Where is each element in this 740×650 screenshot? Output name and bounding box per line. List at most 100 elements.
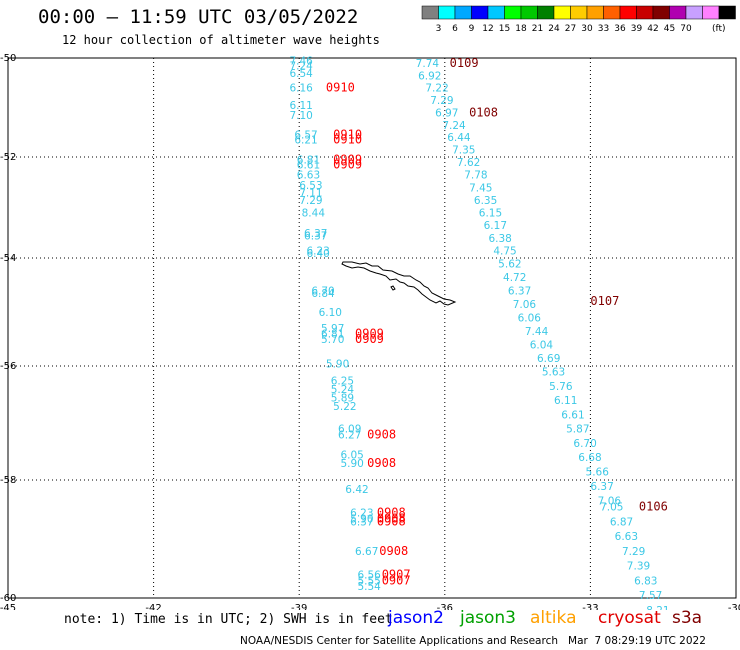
wave-height-label: 4.72 <box>503 272 526 284</box>
wave-height-label: 6.44 <box>447 132 471 144</box>
pass-time-label: 0907 <box>382 567 411 581</box>
pass-time-label: 0109 <box>450 56 479 70</box>
legend-label: 18 <box>515 24 527 34</box>
legend-label: 24 <box>548 24 560 34</box>
wave-height-label: 7.22 <box>425 83 448 95</box>
wave-height-label: 7.78 <box>464 170 487 182</box>
wave-height-label: 6.83 <box>634 575 657 587</box>
satellite-label-jason3: jason3 <box>460 608 516 628</box>
pass-time-label: 0908 <box>377 505 406 519</box>
wave-height-label: 7.44 <box>525 326 549 338</box>
legend-label: 30 <box>581 24 593 34</box>
wave-height-label: 8.44 <box>302 208 326 220</box>
wave-height-label: 7.35 <box>452 145 475 157</box>
y-tick-label: -54 <box>0 253 16 264</box>
wave-height-label: 6.68 <box>578 452 601 464</box>
pass-time-label: 0910 <box>333 128 362 142</box>
wave-height-label: 6.37 <box>508 285 531 297</box>
wave-height-label: 6.15 <box>479 208 502 220</box>
map-grid <box>7 57 737 599</box>
legend-label: 42 <box>647 24 658 34</box>
wave-height-label: 6.09 <box>338 424 361 436</box>
wave-height-label: 6.04 <box>530 339 554 351</box>
pass-time-label: 0108 <box>469 105 498 119</box>
wave-height-label: 6.92 <box>418 70 441 82</box>
wave-height-label: 6.54 <box>289 68 313 80</box>
legend-label: 9 <box>469 24 475 34</box>
wave-height-label: 7.57 <box>639 590 662 602</box>
legend-label: 70 <box>680 24 692 34</box>
wave-height-label: 4.75 <box>493 245 516 257</box>
wave-height-label: 5.54 <box>357 581 381 593</box>
legend-label: 6 <box>452 24 458 34</box>
wave-height-label: 7.11 <box>299 187 322 199</box>
wave-height-label: 5.22 <box>333 401 356 413</box>
y-tick-label: -56 <box>0 361 16 372</box>
wave-height-label: 6.63 <box>615 531 638 543</box>
wave-height-label: 7.24 <box>442 120 466 132</box>
wave-height-label: 7.06 <box>513 299 537 311</box>
wave-height-legend: 3 6 9 12 15 18 21 24 27 30 33 36 39 42 45 70 (ft) <box>421 5 736 34</box>
wave-height-label: 6.25 <box>331 375 354 387</box>
pass-time-label: 0908 <box>377 514 406 528</box>
wave-height-label: 6.70 <box>573 438 596 450</box>
wave-height-label: 6.10 <box>319 307 342 319</box>
wave-height-label: 6.40 <box>306 248 329 260</box>
wave-height-label: 7.05 <box>600 502 623 514</box>
wave-height-label: 6.53 <box>299 180 322 192</box>
wave-height-label: 7.74 <box>416 58 440 70</box>
wave-height-label: 7.46 <box>289 55 313 67</box>
legend-label: 12 <box>482 24 493 34</box>
x-tick-label: -39 <box>291 603 307 610</box>
wave-height-label: 6.11 <box>289 100 312 112</box>
legend-label: 27 <box>565 24 576 34</box>
wave-height-label: 6.37 <box>304 230 327 242</box>
wave-height-labels: 7.467.246.546.166.117.106.576.216.816.61… <box>289 55 669 610</box>
pass-time-label: 0107 <box>590 294 619 308</box>
pass-time-label: 0909 <box>355 332 384 346</box>
wave-height-label: 6.35 <box>474 195 497 207</box>
wave-height-label: 8.21 <box>646 605 669 610</box>
wave-height-label: 5.90 <box>340 458 363 470</box>
map-subtitle: 12 hour collection of altimeter wave hei… <box>62 33 380 47</box>
pass-time-label: 0909 <box>333 153 362 167</box>
legend-unit: (ft) <box>712 24 726 34</box>
legend-label: 21 <box>532 24 543 34</box>
pass-time-label: 0909 <box>355 327 384 341</box>
map-title: 00:00 – 11:59 UTC 03/05/2022 <box>38 6 359 28</box>
wave-height-label: 7.24 <box>289 60 313 72</box>
x-tick-label: -45 <box>0 603 16 610</box>
wave-height-map: -45 -42 -39 -36 -33 -30 -50 -52 -54 -56 -58 -60 7.4… <box>0 53 740 610</box>
wave-height-label: 6.57 <box>294 130 317 142</box>
wave-height-label: 6.61 <box>561 409 584 421</box>
y-tick-label: -50 <box>0 53 16 64</box>
satellite-label-cryosat: cryosat <box>598 608 661 628</box>
wave-height-label: 5.90 <box>326 358 349 370</box>
wave-height-label: 6.27 <box>338 429 361 441</box>
wave-height-label: 6.11 <box>554 395 577 407</box>
wave-height-label: 5.90 <box>350 513 373 525</box>
x-tick-label: -30 <box>728 603 740 610</box>
wave-height-label: 7.39 <box>627 561 650 573</box>
pass-time-label: 0908 <box>377 511 406 525</box>
pass-time-label: 0910 <box>333 133 362 147</box>
legend-label: 45 <box>664 24 675 34</box>
y-tick-label: -58 <box>0 475 16 486</box>
wave-height-label: 6.16 <box>289 83 313 95</box>
y-tick-label: -60 <box>0 593 16 604</box>
wave-height-label: 7.45 <box>469 182 492 194</box>
legend-label: 33 <box>598 24 609 34</box>
wave-height-label: 6.17 <box>484 220 507 232</box>
wave-height-label: 6.61 <box>297 160 320 172</box>
footer-note: note: 1) Time is in UTC; 2) SWH is in fe… <box>64 612 393 627</box>
wave-height-label: 6.37 <box>304 228 327 240</box>
wave-height-label: 6.69 <box>537 353 560 365</box>
wave-height-label: 5.63 <box>542 367 565 379</box>
y-tick-label: -52 <box>0 152 16 163</box>
x-tick-label: -33 <box>582 603 598 610</box>
wave-height-label: 7.29 <box>299 195 322 207</box>
pass-time-label: 0908 <box>367 427 396 441</box>
wave-height-label: 5.76 <box>549 381 573 393</box>
wave-height-label: 5.89 <box>331 392 354 404</box>
wave-height-label: 6.70 <box>311 285 334 297</box>
